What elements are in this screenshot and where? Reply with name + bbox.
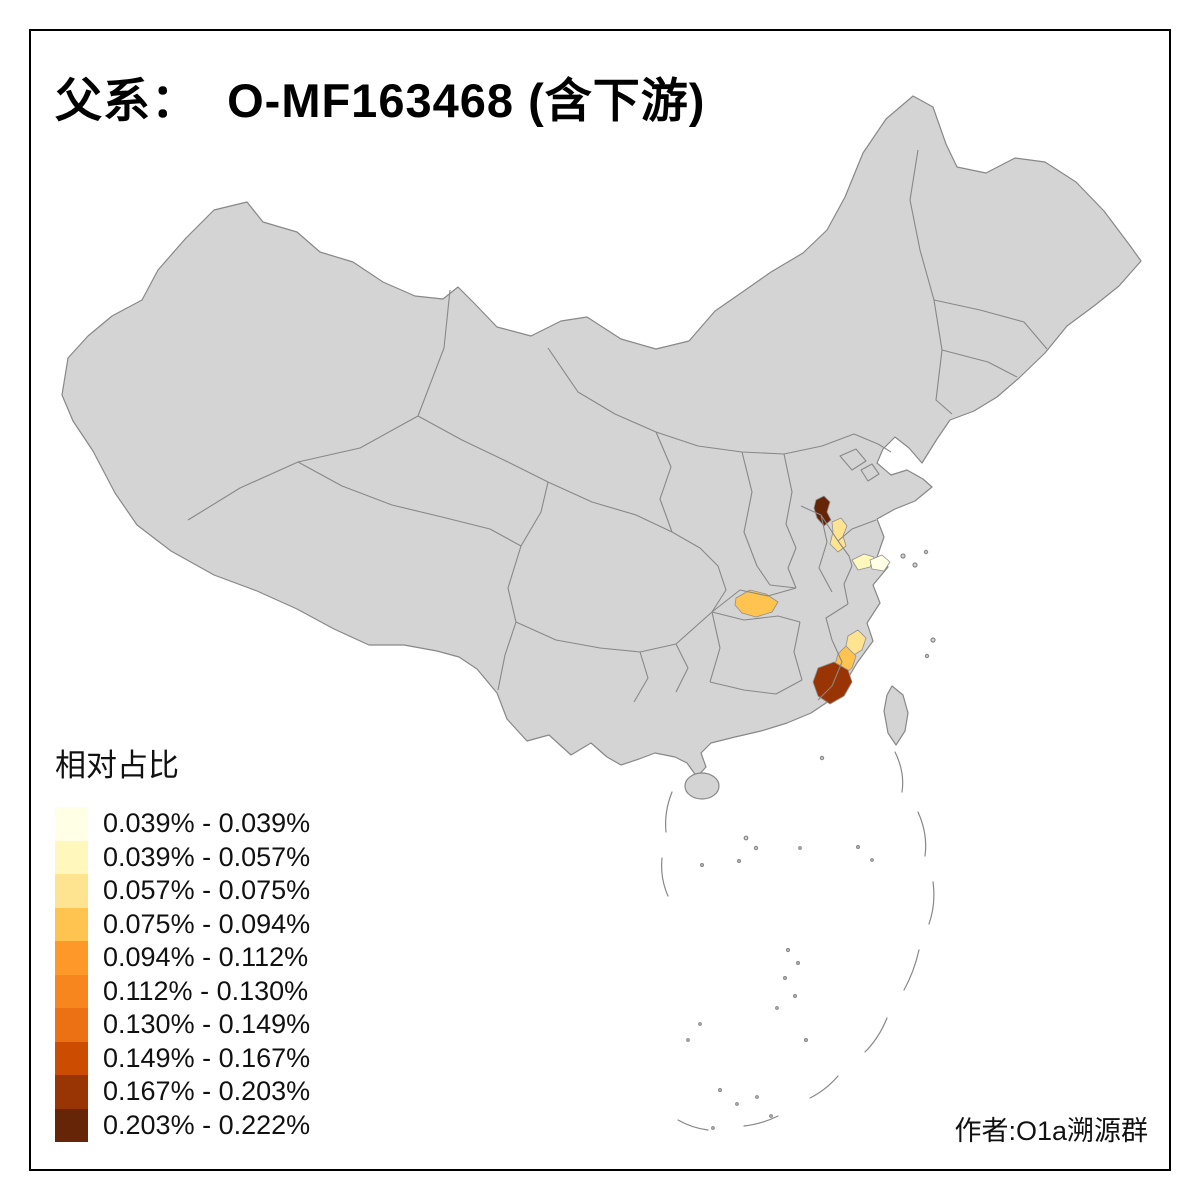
islet — [717, 1087, 722, 1092]
islet — [900, 553, 906, 559]
shanghai-region — [869, 554, 891, 572]
islet — [870, 858, 874, 862]
sea-boundary-dashes — [661, 751, 935, 1131]
islet — [912, 562, 918, 568]
legend-row: 0.167% - 0.203% — [55, 1075, 310, 1109]
legend-label: 0.112% - 0.130% — [103, 975, 309, 1006]
legend-swatch — [55, 907, 88, 941]
legend-label: 0.167% - 0.203% — [103, 1076, 311, 1107]
islet — [743, 835, 749, 841]
islet — [795, 960, 800, 965]
author-credit: 作者:O1a溯源群 — [954, 1116, 1148, 1146]
islet — [755, 1095, 759, 1099]
legend-swatch — [55, 1108, 88, 1142]
islet — [686, 1038, 690, 1042]
anhui-region — [829, 517, 848, 553]
legend-row: 0.057% - 0.075% — [55, 874, 310, 908]
legend-swatch — [55, 1041, 88, 1075]
legend-label: 0.057% - 0.075% — [103, 875, 311, 906]
islet — [736, 858, 741, 863]
page-title: 父系： O-MF163468 (含下游) — [55, 74, 706, 127]
legend-row: 0.094% - 0.112% — [55, 941, 310, 975]
islet — [792, 993, 797, 998]
islet — [924, 653, 930, 659]
guangdong-east-region — [812, 661, 853, 705]
islet — [735, 1102, 739, 1106]
islet — [798, 846, 802, 850]
legend-swatch — [55, 807, 88, 841]
islet — [855, 844, 860, 849]
china-mainland — [61, 95, 1142, 778]
hunan-region — [734, 589, 779, 618]
legend-swatch — [55, 941, 88, 975]
legend-row: 0.130% - 0.149% — [55, 1008, 310, 1042]
hainan-island — [684, 772, 720, 800]
legend-rows: 0.039% - 0.039% 0.039% - 0.057% 0.057% - 0… — [55, 807, 310, 1142]
legend: 相对占比 0.039% - 0.039% 0.039% - 0.057% 0.057… — [55, 740, 310, 1142]
islet — [698, 1022, 702, 1026]
islet — [699, 862, 704, 867]
legend-row: 0.149% - 0.167% — [55, 1041, 311, 1075]
legend-swatch — [55, 1075, 88, 1109]
legend-row: 0.203% - 0.222% — [55, 1108, 311, 1142]
islet — [803, 1037, 808, 1042]
highlighted-regions — [734, 495, 891, 705]
legend-swatch — [55, 840, 88, 874]
legend-row: 0.039% - 0.057% — [55, 840, 311, 874]
islet — [930, 637, 936, 643]
legend-row: 0.112% - 0.130% — [55, 974, 310, 1008]
legend-label: 0.149% - 0.167% — [103, 1042, 311, 1073]
legend-label: 0.039% - 0.057% — [103, 841, 311, 872]
islet — [775, 1006, 779, 1010]
legend-row: 0.075% - 0.094% — [55, 907, 311, 941]
islet — [785, 947, 791, 953]
legend-label: 0.203% - 0.222% — [103, 1109, 311, 1140]
islet — [711, 1126, 715, 1130]
legend-label: 0.039% - 0.039% — [103, 808, 311, 839]
islet — [753, 845, 759, 851]
taiwan-island — [883, 685, 909, 746]
legend-label: 0.094% - 0.112% — [103, 942, 309, 973]
islet — [819, 755, 825, 761]
islet — [769, 1114, 773, 1118]
legend-title: 相对占比 — [55, 748, 179, 783]
legend-label: 0.075% - 0.094% — [103, 908, 311, 939]
islet — [782, 975, 787, 980]
henan-region — [813, 495, 832, 527]
legend-swatch — [55, 874, 88, 908]
landmass-group — [61, 95, 1142, 1130]
legend-swatch — [55, 1008, 88, 1042]
legend-label: 0.130% - 0.149% — [103, 1009, 311, 1040]
legend-row: 0.039% - 0.039% — [55, 807, 310, 841]
province-borders — [187, 149, 1048, 703]
islet — [923, 549, 929, 555]
legend-swatch — [55, 974, 88, 1008]
